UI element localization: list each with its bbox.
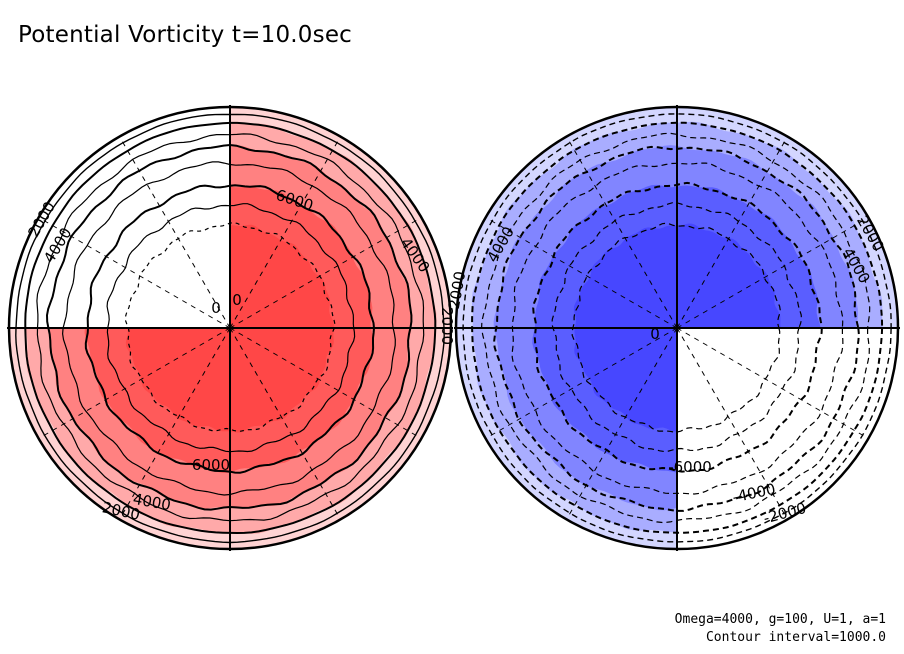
contour-label: 0 [232, 291, 242, 309]
shaded-fill [9, 107, 451, 549]
chart-title: Potential Vorticity t=10.0sec [18, 22, 353, 48]
grid-spoke [229, 327, 341, 520]
grid-spoke [119, 327, 231, 520]
grid-spoke [676, 327, 788, 520]
grid-spoke [676, 136, 788, 329]
grid-spoke [485, 327, 678, 439]
grid-spoke [229, 136, 341, 329]
parameters-note: Omega=4000, g=100, U=1, a=1 [674, 612, 886, 627]
contour-fill-level-5 [573, 223, 677, 328]
contour-label: 0 [650, 325, 660, 343]
polar-border [7, 105, 453, 551]
polar-grid [485, 136, 869, 520]
contour-label: -4000 [731, 480, 777, 507]
contour-label: -2000 [761, 499, 808, 528]
contour-fill-level-5 [573, 328, 677, 432]
contour-fill-level-5 [230, 328, 334, 433]
shaded-quadrant-lower-right [230, 328, 451, 549]
contour-interval-note: Contour interval=1000.0 [705, 630, 886, 645]
grid-spoke [676, 217, 869, 329]
contour-fill-level-5 [230, 224, 334, 328]
polar-grid [38, 136, 422, 520]
grid-spoke [119, 136, 231, 329]
grid-spoke [38, 327, 231, 439]
grid-spoke [566, 327, 678, 520]
grid-spoke [676, 327, 869, 439]
grid-spoke [229, 217, 422, 329]
contour-label: 6000 [192, 456, 230, 474]
shaded-quadrant-upper-right [230, 107, 451, 328]
grid-spoke [38, 217, 231, 329]
contour-label: 0 [211, 299, 221, 317]
contour-label: 2000 [438, 307, 456, 345]
polar-border [454, 105, 900, 551]
contour-label: -6000 [668, 458, 712, 476]
grid-spoke [566, 136, 678, 329]
grid-spoke [229, 327, 422, 439]
grid-spoke [485, 217, 678, 329]
